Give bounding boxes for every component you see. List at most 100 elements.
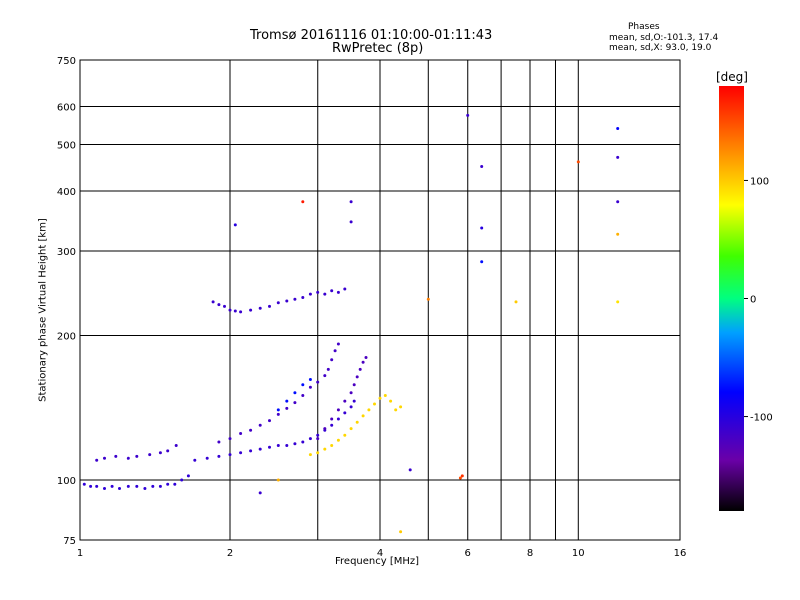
data-point bbox=[616, 300, 620, 304]
data-point bbox=[249, 308, 253, 312]
data-point bbox=[480, 226, 484, 230]
data-point bbox=[217, 303, 221, 307]
colorbar-tick-label: 0 bbox=[750, 295, 756, 306]
data-point bbox=[276, 444, 280, 447]
x-tick-label: 8 bbox=[527, 548, 533, 559]
data-point bbox=[293, 401, 297, 405]
data-point bbox=[364, 356, 368, 359]
data-point bbox=[193, 458, 197, 462]
data-point bbox=[349, 220, 353, 224]
y-tick-label: 100 bbox=[57, 476, 76, 487]
data-point bbox=[95, 458, 99, 462]
data-point bbox=[323, 427, 327, 431]
colorbar-ticks: 100 0 -100 bbox=[744, 176, 773, 424]
data-point bbox=[293, 442, 297, 446]
data-point bbox=[186, 474, 190, 478]
data-point bbox=[394, 408, 398, 412]
data-point bbox=[466, 113, 470, 117]
data-point bbox=[399, 530, 403, 534]
data-point bbox=[330, 444, 334, 447]
data-point bbox=[249, 449, 253, 453]
data-point bbox=[239, 451, 243, 455]
data-point bbox=[408, 468, 412, 472]
data-point bbox=[211, 300, 215, 304]
data-point bbox=[223, 304, 226, 308]
data-point bbox=[480, 260, 484, 264]
data-point bbox=[336, 408, 340, 412]
data-point bbox=[268, 445, 271, 449]
colorbar-label: [deg] bbox=[716, 70, 748, 84]
data-point bbox=[258, 491, 262, 495]
data-point bbox=[616, 155, 620, 159]
grid-lines bbox=[80, 60, 680, 540]
chart-subtitle: RwPretec (8p) bbox=[332, 41, 424, 56]
data-point bbox=[358, 367, 362, 371]
data-point bbox=[95, 484, 99, 488]
y-tick-label: 300 bbox=[57, 247, 76, 258]
data-point bbox=[323, 292, 327, 296]
stats-x-line: mean, sd,X: 93.0, 19.0 bbox=[609, 43, 712, 53]
y-tick-label: 500 bbox=[57, 141, 76, 152]
data-point bbox=[151, 484, 155, 488]
data-point bbox=[217, 454, 221, 458]
data-point bbox=[458, 476, 462, 480]
data-point bbox=[293, 391, 297, 395]
data-point bbox=[349, 405, 353, 409]
data-point bbox=[616, 232, 620, 236]
data-point bbox=[343, 411, 347, 415]
data-point bbox=[301, 383, 305, 387]
data-point bbox=[174, 444, 178, 447]
data-point bbox=[480, 165, 484, 168]
data-point bbox=[118, 487, 121, 490]
data-point bbox=[399, 405, 403, 409]
x-tick-label: 1 bbox=[77, 548, 83, 559]
data-point bbox=[333, 349, 337, 353]
data-point bbox=[233, 309, 237, 313]
data-point bbox=[616, 127, 620, 130]
data-point bbox=[367, 408, 371, 412]
data-point bbox=[361, 360, 365, 364]
data-point bbox=[239, 432, 243, 435]
data-point bbox=[166, 449, 170, 453]
data-point bbox=[217, 440, 221, 444]
x-tick-label: 2 bbox=[227, 548, 233, 559]
data-point bbox=[308, 378, 312, 381]
data-point bbox=[460, 474, 464, 478]
data-point bbox=[301, 200, 305, 204]
data-point bbox=[103, 487, 106, 490]
stats-o-line: mean, sd,O:-101.3, 17.4 bbox=[609, 33, 719, 43]
data-point bbox=[268, 419, 271, 423]
data-point bbox=[239, 310, 243, 314]
data-point bbox=[82, 482, 86, 486]
data-point bbox=[361, 414, 365, 418]
x-axis-label: Frequency [MHz] bbox=[335, 556, 420, 567]
x-tick-label: 4 bbox=[377, 548, 383, 559]
data-point bbox=[349, 391, 353, 395]
data-point bbox=[308, 385, 312, 389]
data-point bbox=[301, 296, 305, 299]
data-point bbox=[285, 406, 289, 410]
data-point bbox=[330, 417, 334, 421]
data-points bbox=[82, 113, 620, 534]
data-point bbox=[316, 433, 320, 437]
data-point bbox=[276, 478, 280, 482]
data-point bbox=[228, 437, 232, 441]
data-point bbox=[326, 367, 330, 371]
data-point bbox=[258, 306, 262, 310]
x-tick-label: 16 bbox=[674, 548, 687, 559]
data-point bbox=[233, 223, 237, 227]
axis-ticks: 1 2 4 6 8 10 16 75 100 200 300 400 500 600 750 bbox=[57, 56, 686, 559]
data-point bbox=[336, 417, 340, 421]
data-point bbox=[301, 394, 305, 397]
data-point bbox=[336, 438, 340, 442]
data-point bbox=[323, 374, 327, 378]
data-point bbox=[135, 484, 139, 488]
data-point bbox=[330, 423, 334, 427]
data-point bbox=[205, 456, 209, 460]
data-point bbox=[383, 394, 387, 397]
y-tick-label: 750 bbox=[57, 56, 76, 67]
data-point bbox=[285, 399, 289, 403]
data-point bbox=[258, 423, 262, 427]
data-point bbox=[148, 453, 152, 457]
